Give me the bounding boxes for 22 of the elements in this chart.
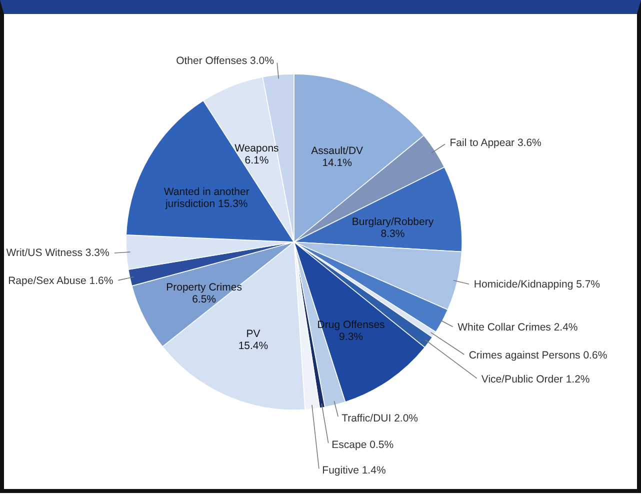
slice-label: White Collar Crimes 2.4% bbox=[458, 322, 578, 334]
slice-label: Vice/Public Order 1.2% bbox=[481, 373, 590, 386]
slice-label: Other Offenses 3.0% bbox=[176, 54, 274, 67]
slice-label: Rape/Sex Abuse 1.6% bbox=[8, 274, 114, 287]
data-label: 15.4% bbox=[238, 340, 268, 352]
data-label: 9.3% bbox=[339, 331, 363, 344]
slice-label: Crimes against Persons 0.6% bbox=[468, 350, 608, 362]
slice-label: PV bbox=[246, 328, 260, 340]
data-label: 6.1% bbox=[244, 154, 269, 166]
slice-label: Writ/US Witness 3.3% bbox=[6, 247, 110, 260]
slice-label: Escape 0.5% bbox=[332, 439, 394, 452]
data-label: 8.3% bbox=[380, 228, 405, 240]
slice-label: Traffic/DUI 2.0% bbox=[342, 412, 418, 424]
slice-label: Homicide/Kidnapping 5.7% bbox=[474, 278, 600, 291]
slice-label: Weapons bbox=[234, 142, 279, 154]
slice-label: Fail to Appear 3.6% bbox=[450, 137, 542, 150]
data-label: 14.1% bbox=[322, 156, 352, 169]
slice-label: Fugitive 1.4% bbox=[322, 464, 386, 477]
data-label: 6.5% bbox=[192, 293, 216, 306]
slice-label: Burglary/Robbery bbox=[352, 216, 434, 228]
slice-label: Wanted in another jurisdiction 15.3% bbox=[164, 186, 250, 210]
slice-label: Assault/DV bbox=[311, 144, 364, 157]
